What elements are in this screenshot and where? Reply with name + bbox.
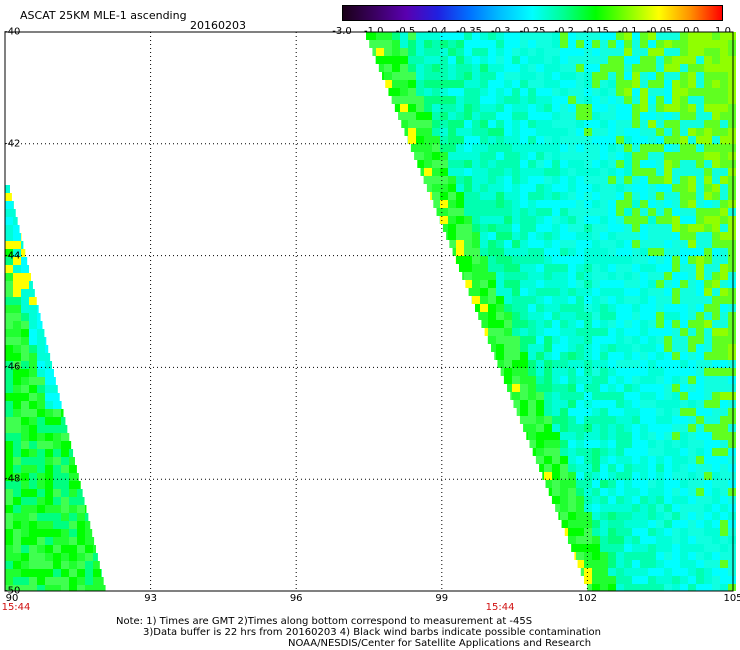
lat-tick-label: -46 [4, 361, 21, 373]
lon-tick-label: 93 [144, 593, 157, 604]
lon-tick-label: 105 [723, 593, 740, 604]
lon-tick-label: 90 [5, 593, 19, 604]
map-date: 20160203 [190, 19, 246, 32]
lon-tick-label: 96 [289, 593, 303, 604]
lon-tick-label: 102 [577, 593, 597, 604]
time-label: 15:44 [1, 602, 31, 613]
note-line-3: NOAA/NESDIS/Center for Satellite Applica… [288, 638, 592, 649]
lat-tick-label: -42 [4, 138, 21, 150]
swath-right [366, 32, 736, 591]
time-label: 15:44 [485, 602, 515, 613]
lat-tick-label: -40 [4, 26, 21, 38]
map-frame [4, 31, 734, 592]
lat-tick-label: -50 [4, 585, 21, 597]
note-line-2: 3)Data buffer is 22 hrs from 20160203 4)… [143, 627, 601, 638]
lat-tick-label: -44 [4, 250, 21, 262]
map-title: ASCAT 25KM MLE-1 ascending [20, 9, 187, 22]
note-line-1: Note: 1) Times are GMT 2)Times along bot… [116, 616, 533, 627]
lon-tick-label: 99 [435, 593, 449, 604]
swath-left [5, 185, 106, 591]
color-scale-bar [342, 5, 723, 21]
lat-tick-label: -48 [4, 473, 21, 485]
